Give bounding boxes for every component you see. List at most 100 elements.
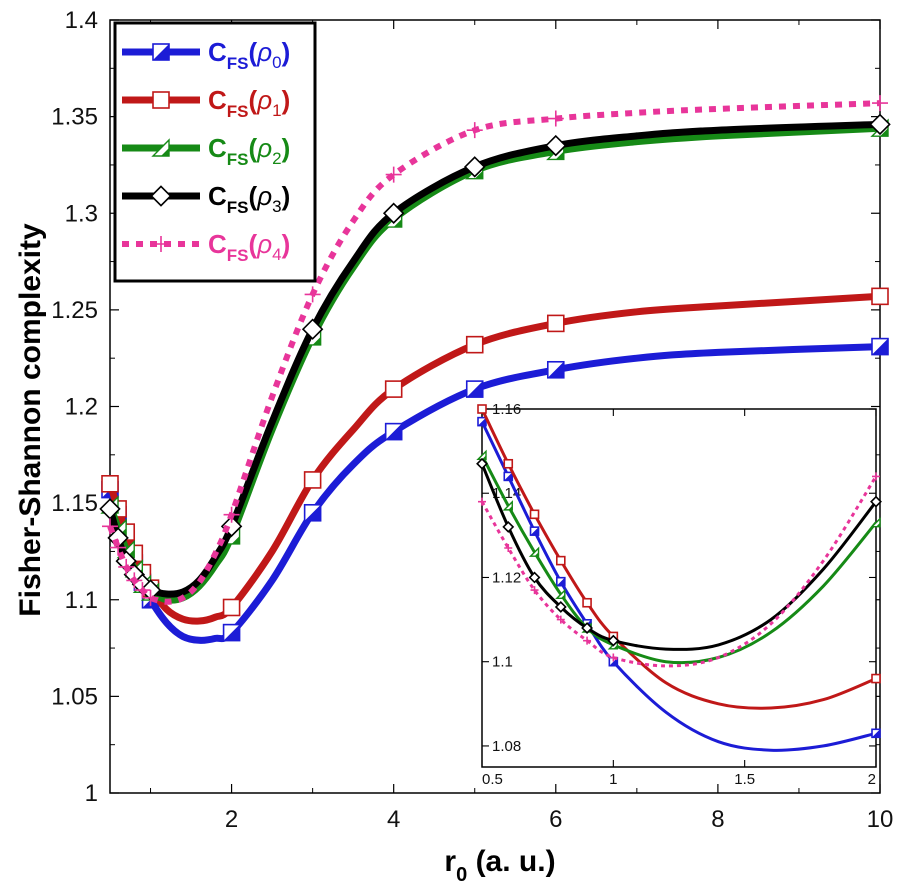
inset-data-point-rho4 [609,653,618,662]
data-point-rho1 [222,598,241,617]
inset-data-point-rho3 [581,622,593,634]
inset-data-point-rho2 [555,588,566,600]
inset-x-tick-label: 1.5 [734,771,755,788]
x-tick-label: 10 [867,806,894,833]
inset-y-tick-label: 1.1 [492,654,513,671]
legend-label-part: ) [282,133,291,163]
legend-label-part: ( [249,37,258,67]
data-point-rho3 [545,134,567,157]
main-series [99,95,891,644]
legend-marker-rho4 [153,236,169,252]
inset-x-tick-label: 2 [868,771,876,788]
inset-data-point-rho3 [554,601,567,613]
x-tick-label: 4 [387,806,400,833]
x-axis-label-sub: 0 [456,864,467,886]
inset-data-point-rho1 [582,597,592,608]
data-point-rho4 [872,95,888,112]
inset-y-tick-label: 1.16 [492,401,521,418]
y-tick-label: 1.3 [65,200,98,227]
data-point-rho4 [134,582,151,599]
legend-label-part: FS [227,150,249,169]
inset-data-point-rho4 [504,543,513,552]
legend-box [113,21,317,283]
legend-label-part: C [208,85,227,115]
x-axis-label-rest: (a. u.) [467,845,555,878]
legend-label-rho0: CFS(ρ0) [208,37,290,73]
data-point-rho4 [110,539,127,556]
legend-label-part: C [208,133,227,163]
legend-label-rho2: CFS(ρ2) [208,133,290,169]
x-tick-label: 6 [549,806,562,833]
legend-entry-rho0: CFS(ρ0) [122,37,290,73]
data-point-rho3 [301,318,324,340]
inset-data-point-rho1 [871,673,881,684]
legend-label-part: ) [282,181,291,211]
inset-x-tick-label: 1 [609,771,617,788]
legend-marker-rho3 [150,185,172,207]
inset-data-point-rho3 [528,571,541,584]
inset-data-point-rho2 [528,546,540,557]
main-axes: 11.051.11.151.21.251.31.351.42 4 6 8 10 [51,7,893,833]
legend-label-part: C [208,229,227,259]
y-tick-label: 1.35 [51,104,98,131]
legend-marker-rho0 [152,43,170,61]
inset-data-point-rho0 [477,416,487,427]
inset-data-point-rho2 [502,500,513,511]
inset-data-point-rho4 [872,472,880,481]
y-tick-label: 1.05 [51,683,98,710]
inset-data-point-rho1 [555,555,566,566]
data-point-rho0 [222,623,241,642]
inset-x-tick-label: 0.5 [482,771,503,788]
legend-label-part: ( [249,229,258,259]
data-point-rho1 [465,335,484,354]
legend-label-part: FS [227,54,249,73]
inset-data-point-rho4 [583,636,592,645]
legend-label-part: FS [227,246,249,265]
inset-data-point-rho0 [555,576,566,587]
data-point-rho3 [869,113,891,136]
legend-label-rho3: CFS(ρ3) [208,181,290,217]
legend-entry-rho2: CFS(ρ2) [122,133,290,169]
legend-marker-rho2 [151,138,170,157]
data-point-rho1 [303,471,322,489]
legend-label-part: ρ [256,181,272,211]
x-tick-label: 2 [225,806,238,833]
inset-data-point-rho0 [871,728,881,739]
legend-label-part: 0 [272,53,281,72]
inset-data-point-rho0 [503,471,514,482]
legend-entry-rho1: CFS(ρ1) [122,85,290,121]
legend-label-part: FS [227,198,249,217]
legend-entry-rho4: CFS(ρ4) [122,229,290,265]
inset-data-point-rho4 [530,586,539,595]
legend-marker-rho1 [152,91,170,109]
x-axis-label-main: r [444,845,456,878]
inset-data-point-rho1 [529,509,540,520]
inset-data-point-rho3 [870,495,882,508]
legend-label-rho1: CFS(ρ1) [208,85,290,121]
inset-series-rho4 [478,472,880,668]
legend-label-part: ( [249,133,258,163]
data-point-rho4 [102,518,118,535]
inset-y-tick-label: 1.08 [492,738,521,755]
inset-y-tick-label: 1.12 [492,569,521,586]
x-axis-label: r0 (a. u.) [444,845,555,886]
legend-label-part: ( [249,85,258,115]
data-point-rho1 [871,287,889,306]
data-point-rho3 [464,156,486,178]
y-tick-label: 1.15 [51,490,98,517]
inset-data-point-rho0 [529,526,540,536]
data-point-rho0 [871,337,889,356]
inset-data-point-rho1 [477,404,487,414]
data-point-rho1 [546,314,565,333]
legend-label-part: ) [282,229,291,259]
legend-label-part: ) [282,85,291,115]
inset-data-point-rho3 [476,457,488,470]
data-point-rho0 [546,360,565,379]
data-point-rho0 [465,380,484,398]
data-point-rho3 [382,202,405,224]
data-point-rho4 [126,572,143,589]
legend-entry-rho3: CFS(ρ3) [122,181,290,217]
x-tick-label: 8 [711,806,724,833]
legend-label-part: ρ [256,37,272,67]
data-point-rho0 [384,422,403,441]
